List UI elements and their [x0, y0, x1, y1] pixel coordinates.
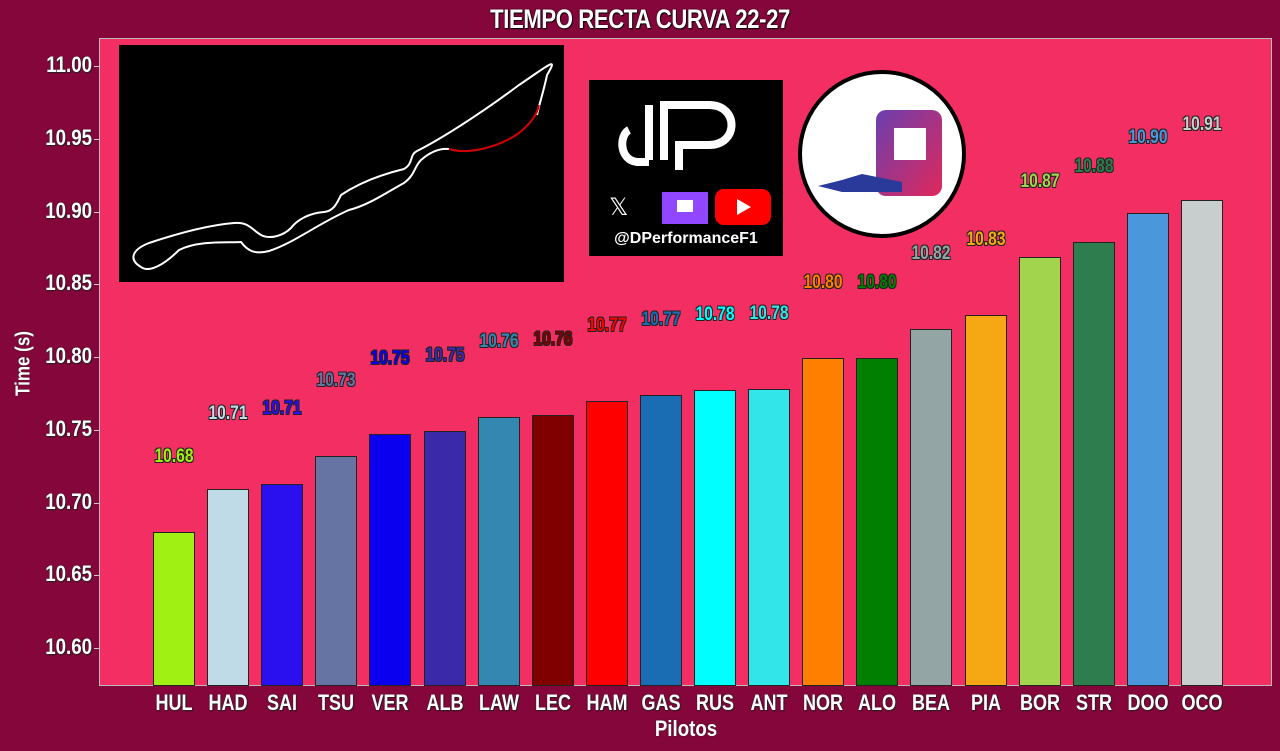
bar-had: [207, 489, 250, 686]
track-map-icon: [132, 63, 553, 270]
y-tick-mark: [94, 211, 99, 213]
value-label: 10.71: [262, 397, 302, 419]
x-tick-label: BEA: [912, 690, 951, 715]
y-tick-label: 10.90: [45, 197, 92, 223]
bar-ant: [748, 389, 791, 686]
value-label: 10.80: [803, 272, 843, 294]
x-tick-label: STR: [1075, 690, 1112, 715]
x-tick-label: BOR: [1019, 690, 1060, 715]
y-tick-mark: [94, 284, 99, 286]
bar-oco: [1180, 199, 1223, 686]
x-tick-label: HUL: [155, 690, 193, 715]
bar-lec: [531, 415, 574, 686]
y-tick-mark: [94, 357, 99, 358]
x-tick-label: GAS: [641, 690, 681, 715]
value-label: 10.87: [1020, 170, 1060, 192]
y-tick-mark: [94, 66, 99, 67]
x-tick-label: PIA: [970, 690, 1001, 715]
bar-tsu: [315, 455, 358, 686]
value-label: 10.80: [857, 272, 897, 294]
bar-bea: [910, 329, 953, 686]
y-tick-label: 10.70: [45, 488, 92, 514]
x-tick-label: LEC: [534, 690, 571, 715]
y-tick-mark: [94, 648, 99, 649]
value-label: 10.78: [695, 304, 735, 326]
value-label: 10.68: [154, 445, 194, 467]
bar-alb: [423, 431, 466, 686]
g-logo-icon: [818, 110, 942, 196]
track-map-inset: [119, 45, 564, 282]
value-label: 10.77: [587, 314, 627, 336]
bar-bor: [1018, 256, 1061, 686]
bar-str: [1072, 242, 1115, 686]
bar-law: [477, 416, 520, 686]
bar-hul: [153, 531, 195, 686]
bar-pia: [964, 314, 1007, 686]
value-label: 10.88: [1074, 156, 1114, 178]
x-tick-label: LAW: [478, 690, 519, 715]
y-tick-label: 11.00: [46, 52, 92, 77]
y-axis-label: Time (s): [12, 331, 35, 396]
y-tick-mark: [94, 138, 99, 140]
x-tick-label: NOR: [803, 690, 844, 715]
value-label: 10.82: [911, 243, 951, 265]
bar-sai: [261, 483, 304, 686]
bar-gas: [639, 394, 682, 686]
value-label: 10.90: [1128, 126, 1168, 148]
y-tick-label: 10.65: [45, 561, 92, 587]
x-tick-label: SAI: [267, 690, 298, 715]
y-tick-label: 10.60: [45, 634, 92, 659]
y-tick-label: 10.75: [45, 415, 92, 441]
value-label: 10.91: [1182, 113, 1222, 135]
x-tick-label: ALO: [858, 690, 897, 715]
value-label: 10.75: [370, 348, 410, 370]
value-label: 10.83: [965, 228, 1005, 250]
x-tick-label: TSU: [318, 690, 355, 715]
chart-title: TIEMPO RECTA CURVA 22-27: [490, 4, 790, 34]
bar-doo: [1126, 212, 1169, 686]
x-icon: 𝕏: [609, 193, 628, 221]
x-tick-label: HAM: [586, 690, 628, 715]
bar-ver: [369, 434, 412, 686]
value-label: 10.71: [208, 403, 248, 425]
value-label: 10.76: [479, 330, 519, 352]
g-logo: [798, 70, 966, 238]
x-tick-label: ALB: [425, 690, 464, 715]
y-tick-mark: [94, 429, 99, 431]
dperformance-logo: 𝕏 @DPerformanceF1: [589, 80, 783, 256]
y-tick-mark: [94, 502, 99, 504]
x-tick-label: OCO: [1181, 690, 1223, 715]
y-tick-label: 10.80: [45, 343, 92, 368]
x-tick-label: DOO: [1127, 690, 1169, 715]
value-label: 10.75: [424, 345, 464, 367]
y-tick-label: 10.95: [45, 124, 92, 150]
value-label: 10.77: [641, 308, 681, 330]
value-label: 10.76: [533, 329, 573, 351]
x-tick-label: VER: [371, 690, 409, 715]
bar-rus: [694, 390, 736, 686]
y-tick-mark: [94, 575, 99, 577]
bar-nor: [802, 358, 845, 686]
x-axis-label: Pilotos: [654, 716, 718, 741]
x-tick-label: RUS: [695, 690, 735, 715]
x-tick-label: HAD: [208, 690, 248, 715]
x-tick-label: ANT: [750, 690, 788, 715]
bar-alo: [856, 358, 899, 686]
value-label: 10.73: [316, 369, 356, 391]
y-tick-label: 10.85: [45, 270, 92, 296]
value-label: 10.78: [749, 303, 789, 324]
dp-logo-icon: 𝕏: [609, 101, 771, 225]
social-handle: @DPerformanceF1: [614, 230, 758, 247]
bar-ham: [585, 400, 628, 686]
